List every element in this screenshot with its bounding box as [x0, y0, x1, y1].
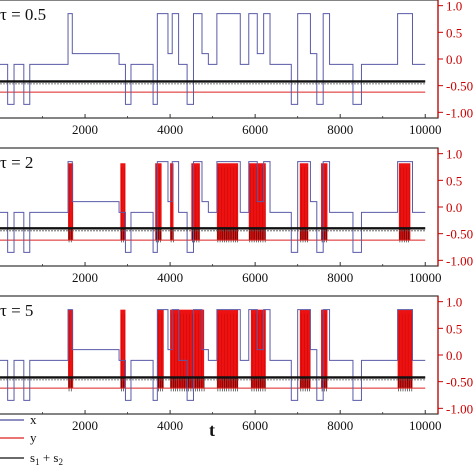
legend-label: y [30, 430, 37, 445]
x-tick-label: 8000 [327, 418, 353, 433]
legend-label-part: s [30, 450, 35, 465]
y-spike-block [321, 163, 328, 241]
x-axis-label: t [209, 420, 215, 440]
x-tick-label: 2000 [72, 270, 98, 285]
y-spike-block [68, 309, 74, 389]
panel-2: 1.0 0.5 0.0 -0.50 -1.00 2000 4000 6000 8000 10000… [0, 147, 473, 285]
right-axis-tick-label: -1.00 [446, 253, 473, 268]
legend-entry: y [0, 430, 37, 445]
legend-label-part: 1 [35, 457, 40, 467]
right-axis-tick-label: 0.0 [446, 348, 462, 363]
panel-frame [0, 0, 439, 119]
panel-label: τ = 5 [0, 301, 33, 320]
legend-label: x [30, 412, 37, 427]
right-axis-tick-label: 0.0 [446, 200, 462, 215]
right-axis-tick-label: 0.0 [446, 52, 462, 67]
y-spike-block [120, 309, 126, 389]
legend-entry: s1 + s2 [0, 450, 63, 467]
x-axis: t [209, 420, 215, 440]
right-axis-tick-label: 1.0 [446, 147, 462, 162]
legend-label-part: + s [40, 450, 59, 465]
y-spike-block [68, 163, 74, 241]
right-axis-tick-label: -0.50 [446, 227, 473, 242]
y-spike-block [321, 309, 328, 389]
right-axis-tick-label: -1.00 [446, 105, 473, 120]
right-axis-tick-label: -1.00 [446, 401, 473, 416]
x-tick-label: 2000 [72, 122, 98, 137]
y-spike-block [120, 163, 126, 241]
y-spike-block [299, 309, 311, 389]
legend-label: s1 + s2 [30, 450, 63, 467]
x-tick-label: 6000 [242, 270, 268, 285]
legend-entry: x [0, 412, 37, 427]
x-signal-line [0, 309, 426, 401]
x-tick-label: 4000 [157, 122, 183, 137]
x-tick-label: 4000 [157, 418, 183, 433]
x-tick-label: 10000 [409, 418, 442, 433]
x-tick-label: 8000 [327, 270, 353, 285]
y-spike-block [157, 309, 164, 389]
right-axis-tick-label: 0.5 [446, 173, 462, 188]
right-axis-tick-label: 1.0 [446, 0, 462, 14]
legend-label-part: 2 [58, 457, 63, 467]
y-spike-block [155, 163, 162, 241]
x-signal-line [0, 13, 426, 105]
panel-label: τ = 2 [0, 153, 33, 172]
panel-label: τ = 0.5 [0, 5, 46, 24]
right-axis-tick-label: -0.50 [446, 79, 473, 94]
x-tick-label: 2000 [72, 418, 98, 433]
x-tick-label: 6000 [242, 418, 268, 433]
right-axis-tick-label: 0.5 [446, 321, 462, 336]
panel-1: 1.0 0.5 0.0 -0.50 -1.00 2000 4000 6000 8000 10000… [0, 0, 473, 137]
x-tick-label: 10000 [409, 122, 442, 137]
x-tick-label: 10000 [409, 270, 442, 285]
x-tick-label: 8000 [327, 122, 353, 137]
right-axis-tick-label: 0.5 [446, 25, 462, 40]
y-spike-block [398, 163, 411, 241]
right-axis-tick-label: -0.50 [446, 375, 473, 390]
x-tick-label: 4000 [157, 270, 183, 285]
x-tick-label: 6000 [242, 122, 268, 137]
right-axis-tick-label: 1.0 [446, 295, 462, 310]
panels: 1.0 0.5 0.0 -0.50 -1.00 2000 4000 6000 8000 10000… [0, 0, 473, 433]
x-signal-line [0, 161, 426, 253]
panel-3: 1.0 0.5 0.0 -0.50 -1.00 2000 4000 6000 8000 10000… [0, 295, 473, 433]
